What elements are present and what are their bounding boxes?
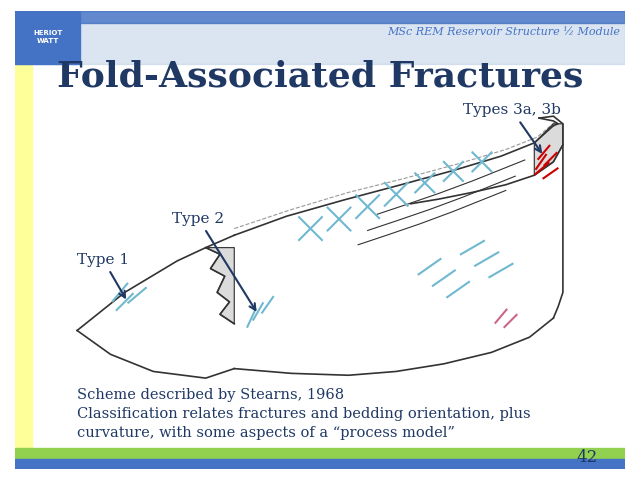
- Polygon shape: [205, 248, 234, 324]
- Text: Fold-Associated Fractures: Fold-Associated Fractures: [57, 59, 583, 93]
- Polygon shape: [534, 124, 563, 175]
- Bar: [15, 448, 625, 468]
- Text: Classification relates fractures and bedding orientation, plus
curvature, with s: Classification relates fractures and bed…: [77, 407, 531, 440]
- Bar: [15, 459, 625, 468]
- Text: Types 3a, 3b: Types 3a, 3b: [463, 103, 561, 152]
- Bar: [15, 12, 80, 64]
- Text: Scheme described by Stearns, 1968: Scheme described by Stearns, 1968: [77, 388, 344, 402]
- Bar: [15, 12, 625, 64]
- Text: 42: 42: [576, 449, 597, 466]
- Text: Type 2: Type 2: [172, 212, 255, 310]
- Text: MSc REM Reservoir Structure ½ Module: MSc REM Reservoir Structure ½ Module: [387, 27, 620, 37]
- Text: HERIOT
WATT: HERIOT WATT: [33, 30, 62, 44]
- Bar: [15, 12, 33, 468]
- Bar: [15, 12, 625, 23]
- Text: Type 1: Type 1: [77, 253, 129, 298]
